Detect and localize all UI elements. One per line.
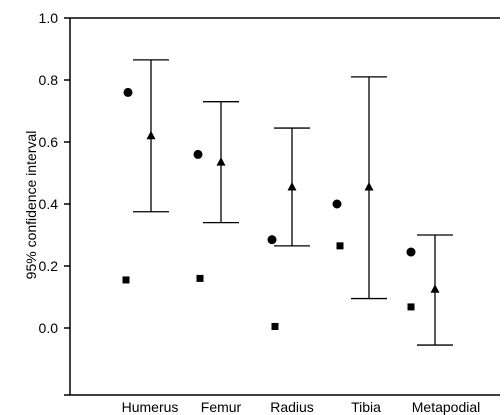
mean-triangle-marker xyxy=(287,181,297,191)
square-marker xyxy=(271,322,279,330)
x-axis-labels: Humerus Femur Radius Tibia Metapodial xyxy=(122,399,481,415)
y-axis-title: 95% confidence interval xyxy=(23,131,39,280)
x-tick-label: Radius xyxy=(270,399,314,415)
x-tick-label: Metapodial xyxy=(412,399,481,415)
x-tick-label: Femur xyxy=(201,399,242,415)
x-tick-label: Humerus xyxy=(122,399,179,415)
x-tick-label: Tibia xyxy=(351,399,381,415)
mean-triangle-marker xyxy=(216,157,226,166)
square-marker xyxy=(407,303,415,311)
mean-triangle-marker xyxy=(146,130,156,140)
y-tick-label: 0.8 xyxy=(39,72,59,88)
y-tick-label: 0.2 xyxy=(39,258,59,274)
circle-marker xyxy=(332,199,342,209)
y-tick-label: 1.0 xyxy=(39,10,59,26)
y-tick-label: 0.6 xyxy=(39,134,59,150)
square-marker xyxy=(196,274,204,282)
confidence-intervals xyxy=(133,59,453,346)
plot-frame xyxy=(69,17,500,396)
square-marker xyxy=(122,276,130,284)
mean-triangle-marker xyxy=(364,181,374,191)
y-axis-ticks: 1.0 0.8 0.6 0.4 0.2 0.0 xyxy=(39,10,70,396)
circle-marker xyxy=(267,235,277,245)
y-tick-label: 0.4 xyxy=(39,196,59,212)
circle-marker xyxy=(406,247,416,257)
circle-markers xyxy=(123,87,416,257)
square-marker xyxy=(336,242,344,250)
square-markers xyxy=(122,242,415,330)
mean-triangle-marker xyxy=(430,284,440,293)
circle-marker xyxy=(193,149,203,159)
y-tick-label: 0.0 xyxy=(39,320,59,336)
circle-marker xyxy=(123,87,133,97)
